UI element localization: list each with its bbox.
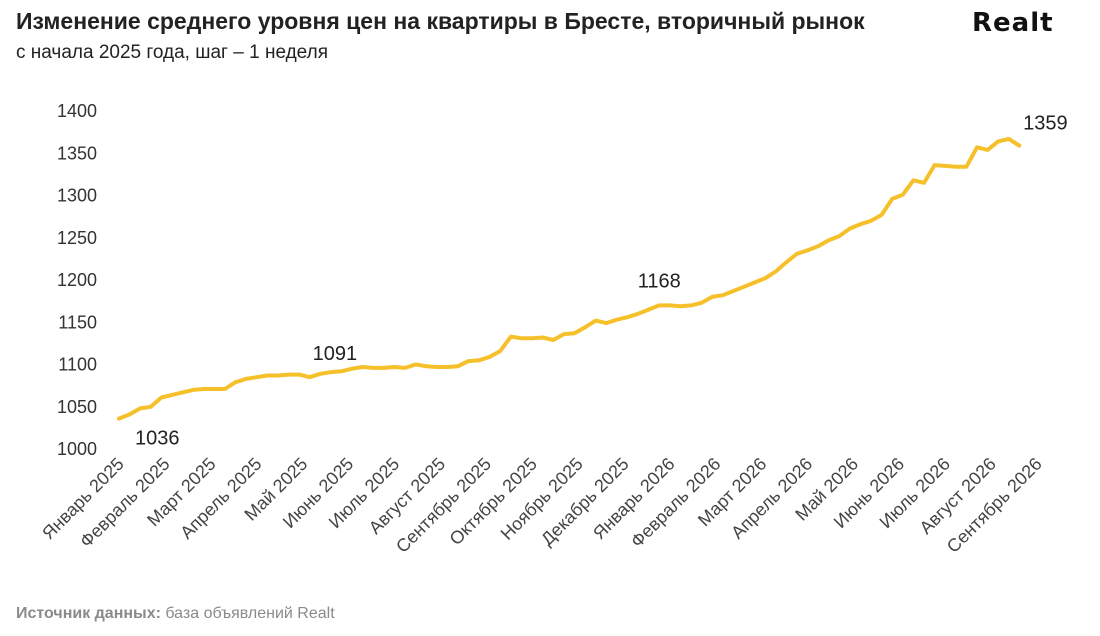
- y-tick-label: 1000: [57, 439, 97, 459]
- y-tick-label: 1100: [58, 355, 97, 375]
- chart-title: Изменение среднего уровня цен на квартир…: [16, 8, 865, 34]
- source-label: Источник данных:: [16, 605, 161, 622]
- source-value: база объявлений Realt: [165, 605, 335, 622]
- data-label: 1036: [135, 428, 180, 450]
- y-tick-label: 1250: [57, 228, 97, 248]
- line-chart: 1000 1050 1100 1150 1200 1250 1300 1350 1400 Янв…: [38, 101, 1068, 557]
- data-label: 1168: [638, 270, 681, 292]
- source-note: Источник данных: база объявлений Realt: [16, 605, 335, 623]
- realt-logo: Realt: [972, 8, 1054, 38]
- y-tick-label: 1400: [57, 101, 97, 121]
- y-axis: 1000 1050 1100 1150 1200 1250 1300 1350 1400: [57, 101, 97, 459]
- y-tick-label: 1050: [57, 397, 97, 417]
- data-label: 1359: [1023, 113, 1068, 135]
- y-tick-label: 1150: [58, 312, 97, 332]
- y-tick-label: 1300: [57, 186, 97, 206]
- annotation-layer: 1036 1091 1168 1359: [135, 113, 1068, 450]
- chart-subtitle: с начала 2025 года, шаг – 1 неделя: [16, 42, 328, 63]
- y-tick-label: 1200: [57, 270, 97, 290]
- series-layer: [117, 136, 1022, 421]
- price-series-line: [117, 136, 1022, 421]
- y-tick-label: 1350: [57, 143, 97, 163]
- data-label: 1091: [313, 343, 358, 365]
